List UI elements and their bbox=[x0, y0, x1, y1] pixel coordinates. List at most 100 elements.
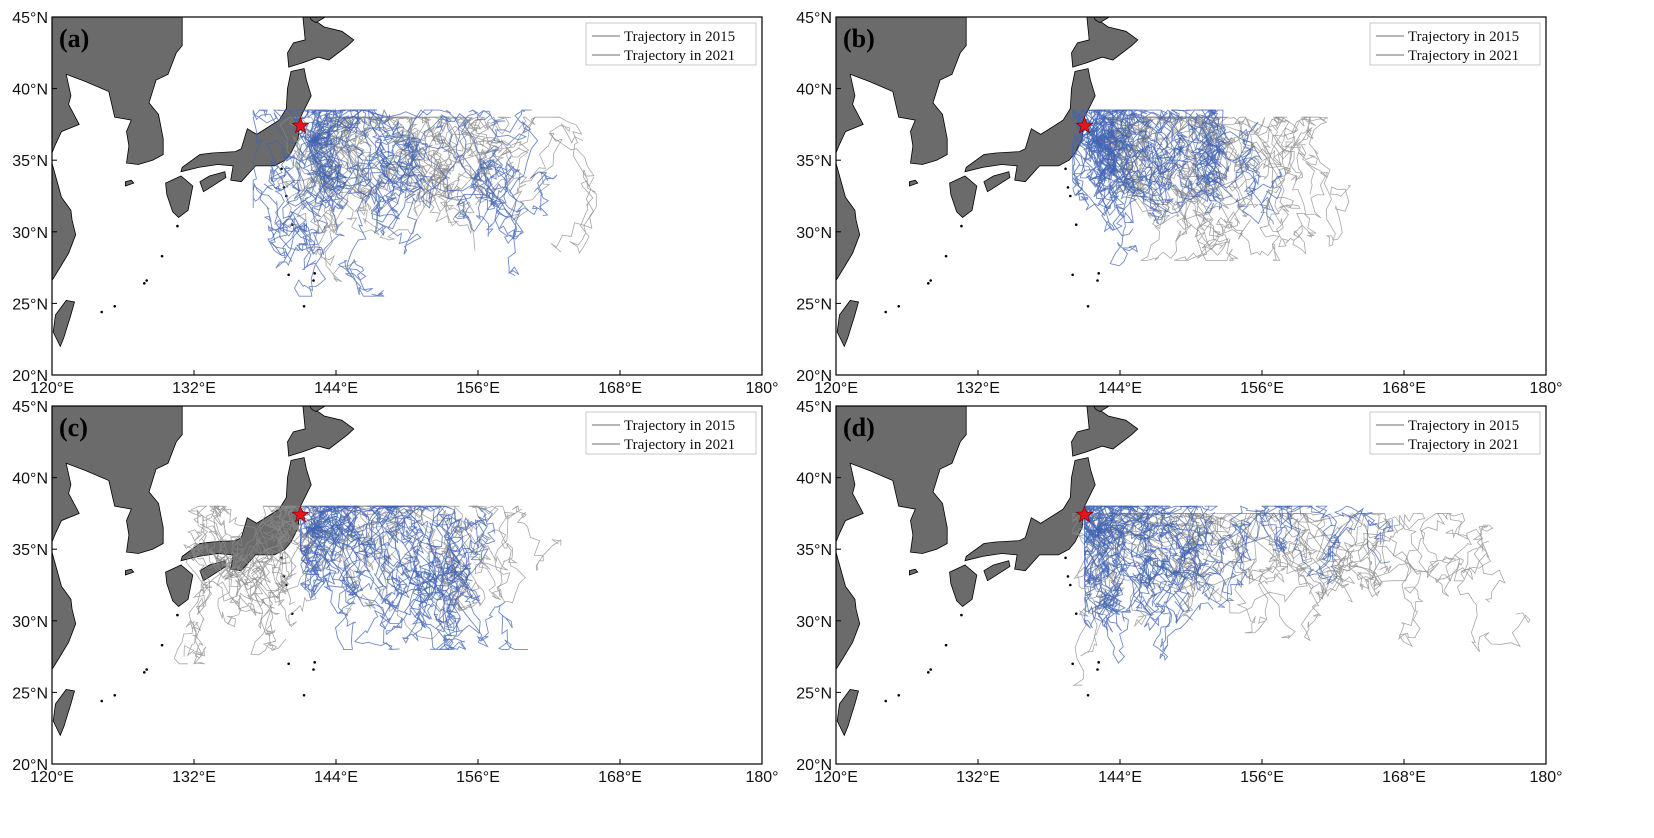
trajectory-series-2021 bbox=[299, 505, 528, 651]
x-tick-label: 120°E bbox=[30, 769, 74, 786]
hokkaido-island-land bbox=[1071, 17, 1139, 68]
trajectory-line bbox=[310, 505, 418, 650]
small-island bbox=[302, 304, 306, 308]
small-island bbox=[302, 693, 306, 697]
x-tick-label: 180° bbox=[1529, 380, 1562, 397]
trajectory-line bbox=[1096, 513, 1392, 614]
trajectory-line bbox=[312, 517, 481, 636]
legend-label: Trajectory in 2015 bbox=[624, 418, 735, 434]
trajectory-line bbox=[312, 116, 450, 236]
taiwan-island-land bbox=[52, 300, 76, 348]
trajectory-line bbox=[1095, 512, 1492, 591]
china-coast-land bbox=[836, 162, 861, 282]
y-tick-label: 40°N bbox=[796, 471, 832, 488]
x-tick-label: 120°E bbox=[814, 380, 858, 397]
china-coast-land bbox=[836, 551, 861, 671]
honshu-island-land bbox=[180, 68, 312, 183]
hokkaido-island-land bbox=[287, 406, 355, 457]
korea-jeju-land bbox=[909, 179, 919, 187]
x-tick-label: 180° bbox=[745, 380, 778, 397]
trajectory-series-2021 bbox=[252, 108, 558, 297]
hokkaido-island-land bbox=[287, 17, 355, 68]
honshu-island-land bbox=[964, 457, 1096, 572]
sakhalin-island-land bbox=[309, 406, 327, 413]
y-tick-label: 25°N bbox=[796, 685, 832, 702]
small-island bbox=[1071, 273, 1074, 277]
trajectory-line bbox=[1071, 109, 1139, 267]
taiwan-island-land bbox=[836, 689, 860, 737]
kyushu-island-land bbox=[165, 564, 194, 608]
trajectory-line bbox=[309, 109, 525, 240]
small-island bbox=[897, 304, 901, 308]
china-coast-land bbox=[52, 162, 77, 282]
legend-box bbox=[1369, 22, 1541, 66]
x-tick-label: 132°E bbox=[956, 769, 1000, 786]
small-island bbox=[1069, 583, 1072, 587]
small-island bbox=[927, 282, 930, 285]
map-panel-d: 120°E 132°E 144°E 156°E 168°E 180° 20°N 25°N 30°… bbox=[796, 399, 1562, 786]
taiwan-island-land bbox=[836, 300, 860, 348]
y-tick-label: 35°N bbox=[796, 153, 832, 170]
trajectory-line bbox=[305, 505, 468, 582]
x-tick-label: 156°E bbox=[456, 380, 500, 397]
kyushu-island-land bbox=[165, 175, 194, 219]
trajectory-line bbox=[267, 138, 349, 262]
small-island bbox=[160, 643, 164, 647]
y-tick-label: 45°N bbox=[796, 10, 832, 27]
small-island bbox=[960, 613, 963, 617]
trajectory-line bbox=[1096, 513, 1424, 648]
small-island bbox=[897, 693, 901, 697]
x-tick-label: 132°E bbox=[172, 769, 216, 786]
x-tick-label: 168°E bbox=[1382, 769, 1426, 786]
y-tick-label: 20°N bbox=[796, 368, 832, 385]
asia-mainland-land bbox=[836, 17, 967, 165]
release-star-marker bbox=[291, 505, 310, 523]
small-island bbox=[944, 254, 948, 258]
taiwan-island-land bbox=[52, 689, 76, 737]
trajectory-line bbox=[312, 112, 558, 217]
small-island bbox=[1066, 575, 1070, 578]
small-island bbox=[160, 254, 164, 258]
legend-label: Trajectory in 2015 bbox=[624, 29, 735, 45]
x-tick-label: 144°E bbox=[314, 769, 358, 786]
trajectory-line bbox=[1093, 109, 1283, 225]
small-island bbox=[1074, 612, 1078, 615]
legend-label: Trajectory in 2015 bbox=[1408, 418, 1519, 434]
trajectory-line bbox=[311, 505, 445, 604]
trajectory-line bbox=[311, 116, 536, 178]
y-tick-label: 25°N bbox=[12, 296, 48, 313]
y-tick-label: 20°N bbox=[12, 757, 48, 774]
map-panel-c: 120°E 132°E 144°E 156°E 168°E 180° 20°N 25°N 30°… bbox=[12, 399, 778, 786]
legend-label: Trajectory in 2015 bbox=[1408, 29, 1519, 45]
trajectory-line bbox=[308, 133, 462, 241]
trajectory-line bbox=[1096, 512, 1506, 603]
trajectory-line bbox=[312, 116, 597, 255]
trajectory-layer bbox=[1071, 504, 1531, 686]
y-tick-label: 25°N bbox=[796, 296, 832, 313]
small-island bbox=[929, 668, 932, 671]
trajectory-line bbox=[252, 109, 313, 208]
trajectory-line bbox=[261, 505, 313, 607]
x-tick-label: 180° bbox=[745, 769, 778, 786]
trajectory-line bbox=[311, 114, 520, 276]
trajectory-line bbox=[1096, 513, 1473, 597]
trajectory-line bbox=[1095, 118, 1259, 201]
small-island bbox=[929, 279, 932, 282]
x-tick-label: 156°E bbox=[1240, 769, 1284, 786]
x-tick-label: 156°E bbox=[1240, 380, 1284, 397]
shikoku-island-land bbox=[983, 171, 1011, 193]
map-frame bbox=[835, 405, 1547, 765]
map-frame bbox=[51, 16, 763, 376]
trajectory-series-2021 bbox=[1083, 504, 1393, 664]
small-island bbox=[1097, 661, 1100, 664]
trajectory-line bbox=[1095, 505, 1302, 596]
trajectory-line bbox=[300, 505, 346, 593]
trajectory-line bbox=[307, 505, 442, 644]
legend-label: Trajectory in 2021 bbox=[1408, 48, 1519, 64]
small-island bbox=[960, 224, 963, 228]
trajectory-line bbox=[309, 511, 472, 612]
shikoku-island-land bbox=[199, 171, 227, 193]
legend-box bbox=[585, 22, 757, 66]
asia-mainland-land bbox=[52, 17, 183, 165]
